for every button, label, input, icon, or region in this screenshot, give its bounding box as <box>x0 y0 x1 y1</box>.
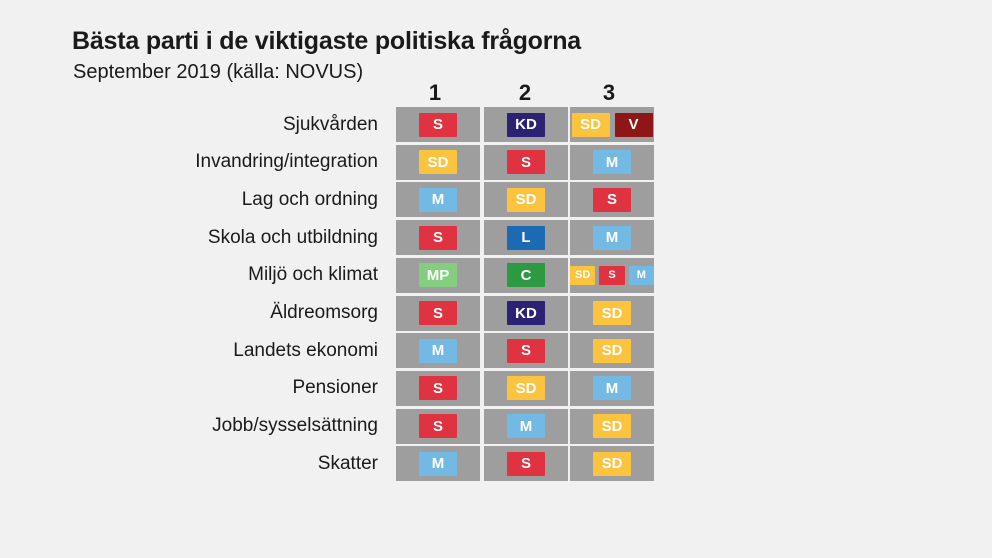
party-badge: S <box>507 451 545 476</box>
row-label: Sjukvården <box>282 113 378 135</box>
rank-cell: KD <box>484 107 568 142</box>
row-label: Miljö och klimat <box>248 264 378 286</box>
rank-cell: S <box>396 107 480 142</box>
party-badge: M <box>419 338 457 363</box>
party-badge: S <box>419 225 457 250</box>
party-badge: M <box>593 150 631 175</box>
party-badge: SD <box>593 414 631 439</box>
party-badge: M <box>419 187 457 212</box>
rank-cell: S <box>570 182 654 218</box>
rank-cell: SD V <box>570 107 654 142</box>
rank-cell: KD <box>484 295 568 331</box>
party-badge: MP <box>419 263 457 288</box>
rank-cell: S <box>396 408 480 444</box>
party-badge: C <box>507 263 545 288</box>
column-header-2: 2 <box>518 80 532 105</box>
rank-cell: SD <box>570 295 654 331</box>
rank-cell: SD <box>570 408 654 444</box>
rank-cell: SD <box>484 182 568 218</box>
party-badge: S <box>419 376 457 401</box>
party-badge: M <box>507 414 545 439</box>
rank-cell: S <box>484 333 568 369</box>
row-label: Skatter <box>317 452 378 474</box>
rank-cell: SD <box>484 370 568 406</box>
rank-cell: S <box>484 446 568 482</box>
party-badge: KD <box>507 112 545 137</box>
rank-cell: M <box>396 446 480 482</box>
party-badge: M <box>593 225 631 250</box>
party-badge: SD <box>419 150 457 175</box>
chart-subtitle: September 2019 (källa: NOVUS) <box>73 61 364 83</box>
column-header-3: 3 <box>602 80 616 105</box>
rank-cell: S <box>484 144 568 180</box>
rank-cell: M <box>570 370 654 406</box>
party-badge: M <box>628 265 654 285</box>
party-badge: SD <box>571 112 610 137</box>
party-badge: KD <box>507 301 545 325</box>
rank-cell: SD S M <box>570 257 654 293</box>
party-badge: M <box>593 376 631 401</box>
party-badge: M <box>419 451 457 476</box>
chart-title: Bästa parti i de viktigaste politiska fr… <box>72 27 582 55</box>
rank-cell: M <box>570 144 654 180</box>
rank-cell: SD <box>570 446 654 482</box>
rank-cell: S <box>396 220 480 256</box>
rank-cell: MP <box>396 257 480 293</box>
party-badge: SD <box>593 451 631 476</box>
party-badge: SD <box>593 338 631 363</box>
party-badge: S <box>507 338 545 363</box>
row-label: Landets ekonomi <box>233 339 378 361</box>
rank-cell: SD <box>396 144 480 180</box>
rank-cell: L <box>484 220 568 256</box>
row-label: Jobb/sysselsättning <box>212 415 378 437</box>
party-badge: SD <box>570 265 596 285</box>
row-label: Invandring/integration <box>195 151 378 173</box>
party-badge: S <box>419 301 457 325</box>
party-badge: S <box>419 414 457 439</box>
row-label: Lag och ordning <box>241 188 378 210</box>
rank-cell: C <box>484 257 568 293</box>
party-badge: V <box>614 112 653 137</box>
party-badge: S <box>419 112 457 137</box>
row-label: Pensioner <box>292 377 378 399</box>
row-label: Skola och utbildning <box>207 226 378 248</box>
rank-cell: SD <box>570 333 654 369</box>
rank-cell: M <box>396 182 480 218</box>
rank-cell: M <box>396 333 480 369</box>
party-badge: SD <box>593 301 631 325</box>
rank-cell: M <box>570 220 654 256</box>
party-badge: L <box>507 225 545 250</box>
row-label: Äldreomsorg <box>270 302 378 323</box>
party-badge: S <box>507 150 545 175</box>
party-badge: SD <box>507 376 545 401</box>
party-badge: S <box>599 265 625 285</box>
rank-cell: S <box>396 295 480 331</box>
column-header-1: 1 <box>428 80 442 105</box>
party-badge: SD <box>507 187 545 212</box>
rank-cell: S <box>396 370 480 406</box>
rank-cell: M <box>484 408 568 444</box>
party-badge: S <box>593 187 631 212</box>
